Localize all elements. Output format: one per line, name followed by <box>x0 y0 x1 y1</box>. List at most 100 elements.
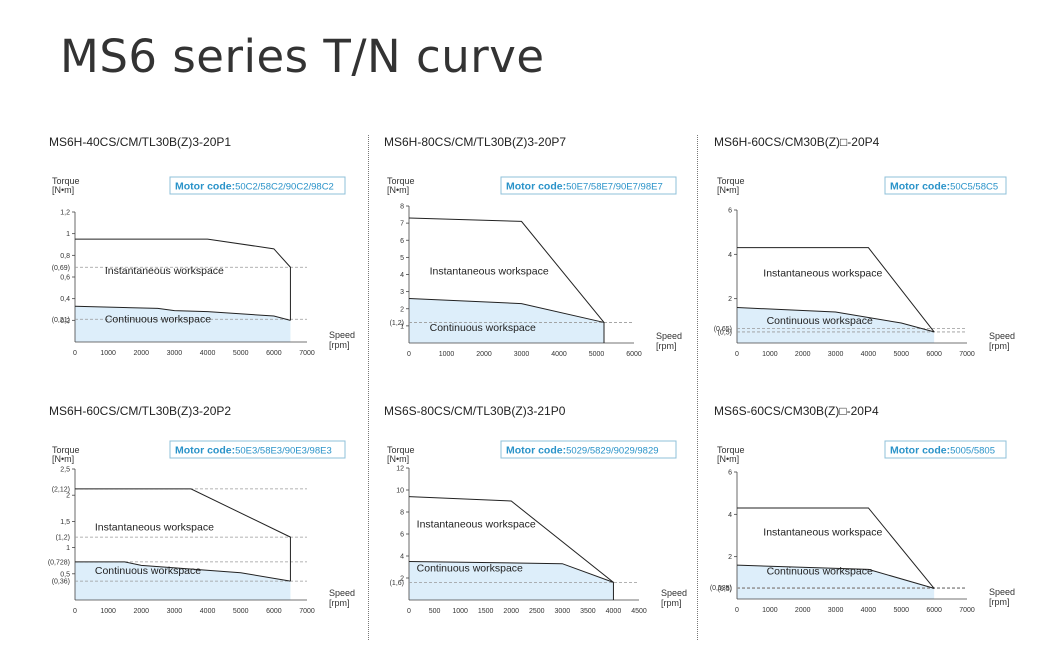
x-tick-label: 1000 <box>762 351 778 358</box>
continuous-workspace-label: Continuous workspace <box>417 562 523 574</box>
x-tick-label: 4000 <box>861 607 877 614</box>
x-tick-label: 2000 <box>503 608 519 615</box>
y-tick-label: 6 <box>728 470 732 477</box>
y-tick-label: 1,2 <box>60 210 70 217</box>
x-axis-label: Speed <box>989 331 1015 341</box>
y-axis-unit: [N•m] <box>717 185 739 195</box>
x-axis-label: Speed <box>656 331 682 341</box>
x-axis-unit: [rpm] <box>656 341 677 351</box>
continuous-torque-curve <box>74 305 291 321</box>
x-tick-label: 2000 <box>795 607 811 614</box>
y-tick-label: 1,5 <box>60 519 70 526</box>
x-tick-label: 1000 <box>452 608 468 615</box>
reference-value-label: (0,21) <box>52 317 70 324</box>
y-axis-label: Torque <box>717 176 745 186</box>
column-divider-left <box>368 135 369 640</box>
y-tick-label: 4 <box>728 252 732 259</box>
x-tick-label: 7000 <box>959 607 975 614</box>
x-axis-label: Speed <box>329 330 355 340</box>
y-axis-label: Torque <box>52 445 80 455</box>
y-tick-label: 1 <box>66 545 70 552</box>
x-axis-label: Speed <box>989 587 1015 597</box>
x-tick-label: 7000 <box>959 351 975 358</box>
reference-value-label: (0,5) <box>718 329 732 336</box>
x-tick-label: 6000 <box>626 351 642 358</box>
chart-title: MS6H-60CS/CM/TL30B(Z)3-20P2 <box>49 404 231 418</box>
y-tick-label: 2 <box>728 296 732 303</box>
x-tick-label: 0 <box>73 608 77 615</box>
tn-curve-chart: MS6H-80CS/CM/TL30B(Z)3-20P7 Torque[N•m] Mo… <box>384 135 682 358</box>
continuous-workspace-label: Continuous workspace <box>95 565 201 577</box>
continuous-torque-curve <box>75 561 291 582</box>
x-tick-label: 1000 <box>100 350 116 357</box>
peak-torque-curve <box>75 238 291 321</box>
chart-title: MS6S-80CS/CM/TL30B(Z)3-21P0 <box>384 404 566 418</box>
x-axis-unit: [rpm] <box>661 598 682 608</box>
y-tick-label: 5 <box>400 255 404 262</box>
chart-title: MS6H-80CS/CM/TL30B(Z)3-20P7 <box>384 135 566 149</box>
y-axis-unit: [N•m] <box>387 185 409 195</box>
continuous-torque-curve <box>736 307 935 333</box>
continuous-torque-curve <box>408 561 614 583</box>
x-tick-label: 6000 <box>266 350 282 357</box>
x-tick-label: 500 <box>429 608 441 615</box>
y-tick-label: 0,4 <box>60 296 70 303</box>
motor-code-label: Motor code: <box>890 181 950 193</box>
y-tick-label: 2 <box>400 306 404 313</box>
y-tick-label: 0,6 <box>60 275 70 282</box>
reference-value-label: (2,12) <box>52 486 70 493</box>
x-tick-label: 5000 <box>233 350 249 357</box>
motor-code-box <box>884 176 1007 195</box>
continuous-region-fill <box>75 306 291 342</box>
x-tick-label: 4000 <box>200 350 216 357</box>
y-axis-label: Torque <box>387 176 415 186</box>
x-tick-label: 7000 <box>299 350 315 357</box>
instantaneous-workspace-label: Instantaneous workspace <box>763 268 882 280</box>
x-axis-unit: [rpm] <box>989 341 1010 351</box>
y-tick-label: 4 <box>400 272 404 279</box>
motor-code-box <box>169 440 346 459</box>
peak-torque-curve <box>408 496 614 600</box>
continuous-torque-curve <box>408 297 605 323</box>
continuous-region-fill <box>737 307 935 343</box>
y-tick-label: 12 <box>396 466 404 473</box>
reference-value-label: (1,2) <box>56 535 70 542</box>
motor-code-text: Motor code:5029/5829/9029/9829 <box>506 445 659 457</box>
y-tick-label: 7 <box>400 221 404 228</box>
x-tick-label: 0 <box>407 608 411 615</box>
x-tick-label: 2500 <box>529 608 545 615</box>
x-tick-label: 3000 <box>828 351 844 358</box>
y-tick-label: 6 <box>400 238 404 245</box>
continuous-torque-curve <box>736 564 935 589</box>
motor-code-text: Motor code:50C2/58C2/90C2/98C2 <box>175 181 334 193</box>
instantaneous-workspace-label: Instantaneous workspace <box>430 266 549 278</box>
x-tick-label: 4000 <box>606 608 622 615</box>
tn-curve-chart: MS6H-40CS/CM/TL30B(Z)3-20P1 Torque[N•m] Mo… <box>49 135 355 357</box>
reference-value-label: (1,2) <box>390 320 404 327</box>
x-tick-label: 3000 <box>514 351 530 358</box>
x-tick-label: 5000 <box>893 607 909 614</box>
y-axis-label: Torque <box>387 445 415 455</box>
peak-torque-curve <box>408 217 605 343</box>
reference-value-label: (0,728) <box>48 559 70 566</box>
x-tick-label: 6000 <box>926 351 942 358</box>
chart-title: MS6H-40CS/CM/TL30B(Z)3-20P1 <box>49 135 231 149</box>
continuous-workspace-label: Continuous workspace <box>767 566 873 578</box>
x-tick-label: 4000 <box>551 351 567 358</box>
motor-code-value: 50E7/58E7/90E7/98E7 <box>566 182 663 193</box>
x-axis-label: Speed <box>661 588 687 598</box>
x-tick-label: 1000 <box>762 607 778 614</box>
instantaneous-workspace-label: Instantaneous workspace <box>417 518 536 530</box>
y-tick-label: 0,2 <box>60 318 70 325</box>
x-tick-label: 6000 <box>266 608 282 615</box>
x-axis-unit: [rpm] <box>329 340 350 350</box>
y-tick-label: 6 <box>400 532 404 539</box>
x-tick-label: 2000 <box>795 351 811 358</box>
y-tick-label: 2 <box>728 554 732 561</box>
x-tick-label: 4000 <box>861 351 877 358</box>
motor-code-value: 50C5/58C5 <box>950 182 998 193</box>
x-tick-label: 0 <box>735 607 739 614</box>
x-axis-unit: [rpm] <box>989 597 1010 607</box>
y-tick-label: 8 <box>400 204 404 211</box>
y-axis-unit: [N•m] <box>52 185 74 195</box>
